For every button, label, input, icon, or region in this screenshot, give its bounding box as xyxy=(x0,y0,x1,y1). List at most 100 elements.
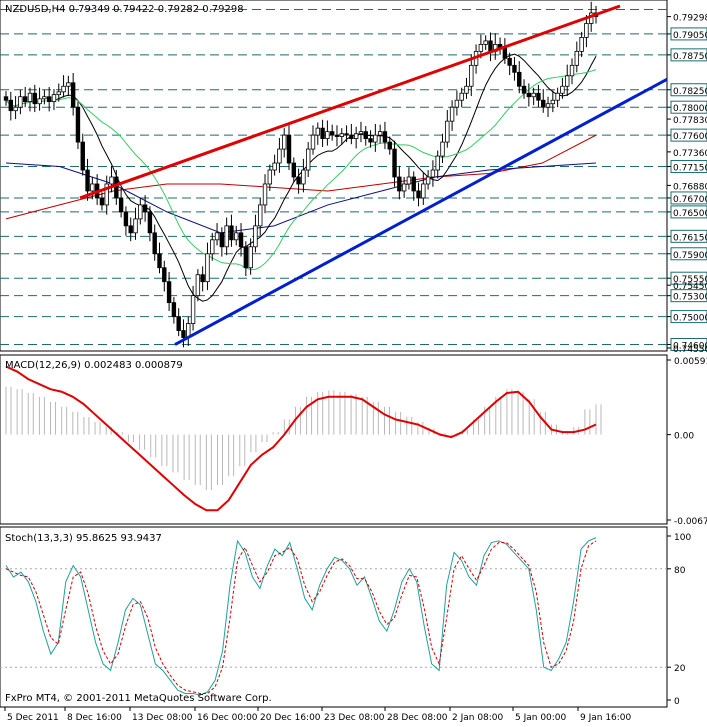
candle-body xyxy=(157,253,162,269)
time-tick-label: 9 Jan 16:00 xyxy=(580,713,632,723)
candle-body xyxy=(536,92,541,101)
time-tick-label: 5 Dec 2011 xyxy=(7,713,59,723)
price-tag-box xyxy=(670,271,707,285)
time-tick-label: 13 Dec 08:00 xyxy=(132,713,193,723)
macd-axis: 0.005916 0.00 -0.00677 xyxy=(667,357,707,527)
candle-body xyxy=(234,232,239,241)
candle-body xyxy=(70,82,76,108)
price-tag-label: 0.77600 xyxy=(673,132,707,142)
price-tag-box xyxy=(670,205,707,219)
candle-body xyxy=(320,127,325,140)
candle-body xyxy=(190,295,196,324)
candle-body xyxy=(253,225,258,248)
price-axis: 0.79298 0.79050 0.78750 0.78250 0.78000 0.778… xyxy=(667,14,707,355)
price-tag-label: 0.75000 xyxy=(673,314,707,324)
candle-body xyxy=(51,94,57,103)
candle-body xyxy=(507,57,512,66)
candle-body xyxy=(75,106,81,143)
stoch-tick-label: 80 xyxy=(674,566,686,576)
candle-body xyxy=(334,134,340,137)
candle-body xyxy=(109,176,114,185)
candle-body xyxy=(421,183,426,199)
stoch-tick-label: 100 xyxy=(674,533,691,543)
candle-body xyxy=(454,99,460,108)
candle-body xyxy=(286,134,292,164)
price-tag-label: 0.74600 xyxy=(673,342,707,352)
candle-body xyxy=(210,239,215,255)
candle-body xyxy=(329,131,335,136)
candle-body xyxy=(238,232,244,248)
macd-tick-label: 0.005916 xyxy=(674,357,707,367)
candle-body xyxy=(459,92,464,101)
candle-body xyxy=(37,98,42,105)
stoch-tick-label: 20 xyxy=(674,664,686,674)
candle-body xyxy=(512,64,517,73)
time-tick-label: 28 Dec 08:00 xyxy=(387,713,448,723)
candle-body xyxy=(464,85,469,94)
candle-body xyxy=(377,131,383,136)
candle-body xyxy=(301,169,306,185)
candle-body xyxy=(272,162,277,171)
time-tick-label: 2 Jan 08:00 xyxy=(452,713,504,723)
candle-body xyxy=(243,246,249,269)
candle-body xyxy=(214,232,220,241)
price-tag-box xyxy=(670,83,707,97)
candle-body xyxy=(469,64,474,87)
candle-body xyxy=(224,225,229,248)
candle-body xyxy=(435,155,440,171)
candle-body xyxy=(46,96,52,103)
price-tag-box xyxy=(670,100,707,114)
candle-body xyxy=(22,96,28,103)
candle-body xyxy=(430,169,436,178)
candle-body xyxy=(517,71,522,87)
macd-title: MACD(12,26,9) 0.002483 0.000879 xyxy=(5,360,183,371)
price-tag-label: 0.78250 xyxy=(673,87,707,97)
ma-fast-black xyxy=(5,53,597,302)
price-tick-label: 0.76880 xyxy=(673,182,707,192)
candles xyxy=(3,1,599,348)
candle-body xyxy=(373,134,378,143)
candle-body xyxy=(344,133,349,136)
price-tag-label: 0.75550 xyxy=(673,275,707,285)
support-trendline xyxy=(174,77,668,346)
candle-body xyxy=(325,131,330,140)
stoch-title: Stoch(13,3,3) 95.8625 93.9437 xyxy=(5,533,162,544)
price-tag-box xyxy=(670,27,707,41)
candle-body xyxy=(205,253,210,283)
price-tag-box xyxy=(670,191,707,205)
price-tick-label: 0.75450 xyxy=(673,282,707,292)
price-tag-box xyxy=(670,229,707,243)
stoch-signal xyxy=(5,540,597,694)
price-tag-label: 0.76700 xyxy=(673,195,707,205)
candle-body xyxy=(277,148,282,164)
resistance-trendline xyxy=(79,4,621,200)
candle-body xyxy=(483,40,488,45)
candle-body xyxy=(90,183,95,192)
candle-body xyxy=(526,92,532,98)
price-tag-box xyxy=(670,160,707,174)
macd-tick-label: 0.00 xyxy=(674,432,694,442)
candle-body xyxy=(114,176,119,199)
candle-body xyxy=(142,204,148,213)
candle-body xyxy=(555,92,560,101)
candle-body xyxy=(248,246,253,269)
candle-body xyxy=(569,64,575,77)
candle-body xyxy=(315,127,320,136)
candle-body xyxy=(27,92,33,103)
candle-body xyxy=(80,141,85,171)
candle-body xyxy=(358,131,364,135)
candle-body xyxy=(339,133,344,137)
candle-body xyxy=(560,85,565,94)
price-tag-box xyxy=(670,310,707,324)
candle-body xyxy=(353,133,359,140)
candle-body xyxy=(219,232,225,248)
candle-body xyxy=(368,138,373,143)
candle-body xyxy=(488,40,493,52)
candle-body xyxy=(8,99,13,112)
price-tag-box xyxy=(670,128,707,142)
candle-body xyxy=(416,190,421,199)
candle-body xyxy=(66,82,71,87)
candle-body xyxy=(85,169,90,192)
macd-histogram xyxy=(5,386,602,491)
